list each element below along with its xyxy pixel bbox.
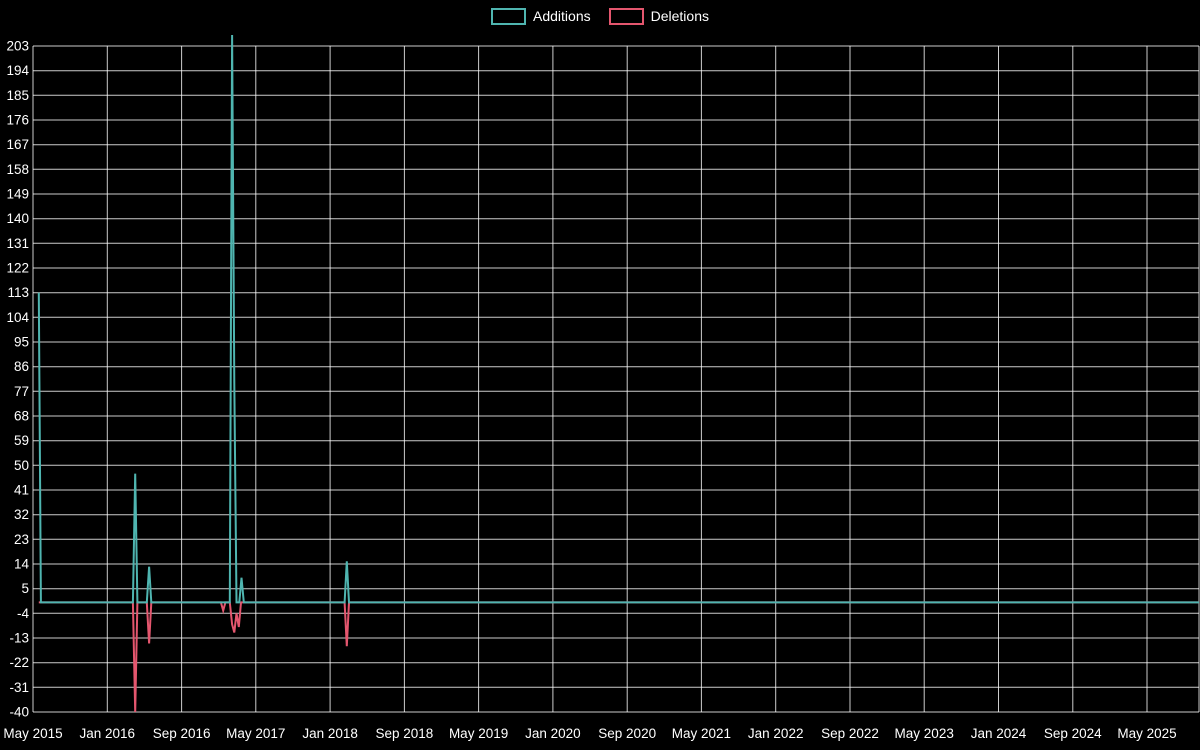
y-axis-tick-label: 158	[6, 162, 29, 177]
x-axis-tick-label: Sep 2024	[1044, 726, 1102, 741]
series-deletions-line	[38, 601, 1199, 713]
x-axis-tick-label: Sep 2016	[153, 726, 211, 741]
y-axis-tick-label: -22	[9, 655, 29, 670]
x-axis-tick-label: Sep 2020	[598, 726, 656, 741]
legend-label-deletions: Deletions	[650, 8, 709, 24]
x-axis-tick-label: Jan 2022	[748, 726, 804, 741]
y-axis-tick-label: 113	[7, 285, 29, 300]
y-axis-tick-label: 194	[6, 63, 29, 78]
y-axis-tick-label: 95	[14, 335, 29, 350]
x-axis-tick-label: May 2025	[1117, 726, 1176, 741]
y-axis-tick-label: 41	[14, 483, 29, 498]
x-axis-tick-label: May 2021	[672, 726, 731, 741]
y-axis-tick-label: 149	[6, 187, 29, 202]
series-additions-line	[37, 34, 1199, 604]
x-axis-tick-label: Jan 2018	[302, 726, 358, 741]
y-axis-tick-label: 59	[14, 433, 29, 448]
y-axis-tick-label: 32	[14, 507, 29, 522]
y-axis-tick-label: 140	[6, 211, 29, 226]
y-axis-tick-label: 185	[6, 88, 29, 103]
y-axis-tick-labels: 203 194 185 176 167 158 149 140 131 122 113 104 95 86…	[6, 39, 29, 720]
y-axis-tick-label: 77	[14, 384, 29, 399]
x-axis-tick-label: May 2019	[449, 726, 508, 741]
x-axis-tick-label: May 2015	[3, 726, 62, 741]
legend-item-additions[interactable]: Additions	[491, 7, 591, 25]
y-axis-tick-label: 203	[6, 39, 29, 54]
x-axis-tick-label: Sep 2018	[375, 726, 433, 741]
x-axis-tick-label: May 2023	[895, 726, 954, 741]
y-axis-tick-label: 167	[6, 137, 29, 152]
grid-lines	[32, 45, 1200, 713]
y-axis-tick-label: -13	[9, 631, 29, 646]
legend-label-additions: Additions	[533, 8, 591, 24]
y-axis-tick-label: 23	[14, 532, 29, 547]
x-axis-tick-labels: May 2015 Jan 2016 Sep 2016 May 2017 Jan 2018…	[3, 726, 1176, 741]
y-axis-tick-label: 68	[14, 409, 29, 424]
x-axis-tick-label: Jan 2020	[525, 726, 581, 741]
x-axis-tick-label: May 2017	[226, 726, 285, 741]
y-axis-tick-label: 5	[21, 581, 29, 596]
deletions-swatch-icon	[608, 7, 644, 25]
chart-legend: Additions Deletions	[0, 7, 1200, 25]
x-axis-tick-label: Jan 2016	[80, 726, 136, 741]
y-axis-tick-label: 14	[14, 557, 30, 572]
y-axis-tick-label: 122	[6, 261, 29, 276]
y-axis-tick-label: 131	[6, 236, 29, 251]
y-axis-tick-label: -4	[17, 606, 29, 621]
y-axis-tick-label: 86	[14, 359, 29, 374]
legend-item-deletions[interactable]: Deletions	[608, 7, 709, 25]
y-axis-tick-label: -40	[9, 705, 29, 720]
y-axis-tick-label: 176	[6, 113, 29, 128]
y-axis-tick-label: -31	[9, 680, 29, 695]
y-axis-tick-label: 104	[6, 310, 29, 325]
x-axis-tick-label: Sep 2022	[821, 726, 879, 741]
x-axis-tick-label: Jan 2024	[971, 726, 1027, 741]
additions-swatch-icon	[491, 7, 527, 25]
y-axis-tick-label: 50	[14, 458, 29, 473]
